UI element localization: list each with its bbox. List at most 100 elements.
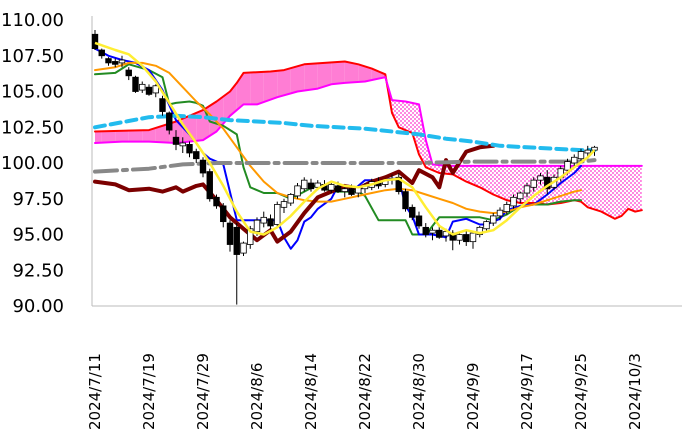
cloud-segment	[257, 71, 264, 105]
cloud-segment	[486, 165, 494, 195]
cloud-segment	[358, 64, 365, 82]
candle-body	[415, 215, 423, 227]
x-tick-label: 2024/9/9	[464, 363, 482, 430]
candle-body	[260, 216, 267, 224]
cloud-segment	[587, 165, 595, 210]
candle-body	[422, 226, 429, 235]
candle-body	[571, 156, 578, 164]
cloud-segment	[628, 165, 635, 212]
cloud-segment	[243, 72, 251, 105]
candle-body	[112, 61, 119, 65]
cloud-segment	[601, 165, 608, 216]
cloud-segment	[196, 110, 203, 141]
candle-body	[564, 161, 571, 171]
cloud-segment	[155, 125, 163, 143]
cloud-segment	[324, 62, 332, 87]
cloud-segment	[290, 66, 298, 94]
flat-level-line	[93, 158, 597, 174]
x-tick-label: 2024/10/3	[626, 353, 644, 430]
cloud-segment	[223, 91, 230, 124]
cloud-segment	[284, 68, 291, 96]
candle-body	[91, 33, 99, 49]
candle-body	[530, 179, 537, 188]
x-axis-labels: 2024/7/11 2024/7/19 2024/7/29 2024/8/6 2024/…	[86, 353, 644, 430]
candle-body	[496, 209, 504, 217]
candle-body	[402, 191, 409, 210]
candle-body	[199, 159, 207, 174]
y-tick-label: 100.00	[1, 153, 64, 174]
cloud-segment	[365, 66, 372, 82]
x-tick-label: 2024/8/6	[248, 363, 266, 430]
cloud-segment	[297, 64, 305, 92]
candle-body	[220, 205, 227, 223]
cloud-segment	[574, 165, 581, 202]
candle-body	[517, 192, 524, 200]
cloud-segment	[466, 165, 473, 185]
plot-area	[91, 16, 682, 307]
candle-body	[193, 151, 200, 160]
candle-body	[172, 136, 180, 145]
y-tick-label: 92.50	[12, 260, 64, 281]
candle-body	[429, 229, 436, 234]
cloud-segment	[527, 165, 534, 204]
cloud-segment	[392, 100, 399, 128]
y-tick-label: 97.50	[12, 189, 64, 210]
cloud-segment	[338, 61, 345, 84]
y-axis-labels: 110.00 107.50 105.00 102.50 100.00 97.50 95.00…	[1, 10, 64, 317]
y-tick-label: 105.00	[1, 82, 64, 103]
cloud-segment	[304, 63, 311, 91]
cloud-segment	[608, 165, 615, 219]
candle-body	[577, 151, 585, 160]
candle-body	[274, 204, 281, 225]
candle-body	[247, 228, 254, 245]
candle-body	[334, 185, 342, 193]
candle-body	[287, 194, 294, 204]
cloud-segment	[311, 63, 318, 90]
cloud-segment	[581, 165, 588, 208]
y-tick-label: 95.00	[12, 225, 64, 246]
candle-body	[591, 146, 598, 151]
cloud-segment	[614, 165, 622, 219]
cloud-segment	[122, 130, 129, 142]
cloud-segment	[506, 165, 514, 202]
x-tick-label: 2024/8/14	[302, 353, 320, 430]
cloud-segment	[135, 130, 143, 142]
cloud-segment	[405, 101, 413, 133]
candle-body	[125, 69, 132, 77]
candle-body	[483, 221, 490, 230]
cloud-segment	[500, 165, 507, 201]
candle-body	[490, 215, 497, 224]
cloud-segment	[459, 165, 467, 182]
cloud-segment	[101, 131, 109, 143]
cloud-segment	[263, 71, 271, 102]
cloud-segment	[621, 165, 629, 216]
candle-body	[341, 188, 348, 193]
candle-body	[179, 142, 186, 147]
candle-body	[226, 222, 234, 245]
cloud-segment	[493, 165, 500, 198]
candle-body	[463, 234, 470, 243]
x-tick-label: 2024/7/19	[140, 353, 158, 430]
candle-body	[152, 85, 159, 94]
cloud-segment	[277, 70, 284, 98]
cloud-segment	[250, 72, 257, 105]
cloud-segment	[479, 165, 487, 191]
candle-body	[139, 83, 146, 91]
cloud-segment	[398, 100, 406, 131]
candle-body	[186, 144, 193, 154]
cloud-segment	[149, 127, 156, 142]
candle-body	[301, 179, 308, 190]
candle-body	[307, 182, 315, 190]
lagging-span-line	[93, 143, 496, 244]
cloud-segment	[412, 102, 419, 155]
ma-200-line	[93, 113, 597, 153]
candle-body	[98, 49, 105, 57]
candle-body	[253, 219, 261, 233]
candle-body	[314, 182, 321, 188]
candle-body	[233, 226, 240, 255]
y-tick-label: 107.50	[1, 46, 64, 67]
cloud-segment	[95, 131, 102, 143]
cloud-segment	[230, 82, 237, 116]
span-a-line	[94, 76, 643, 167]
x-tick-label: 2024/9/17	[518, 353, 536, 430]
